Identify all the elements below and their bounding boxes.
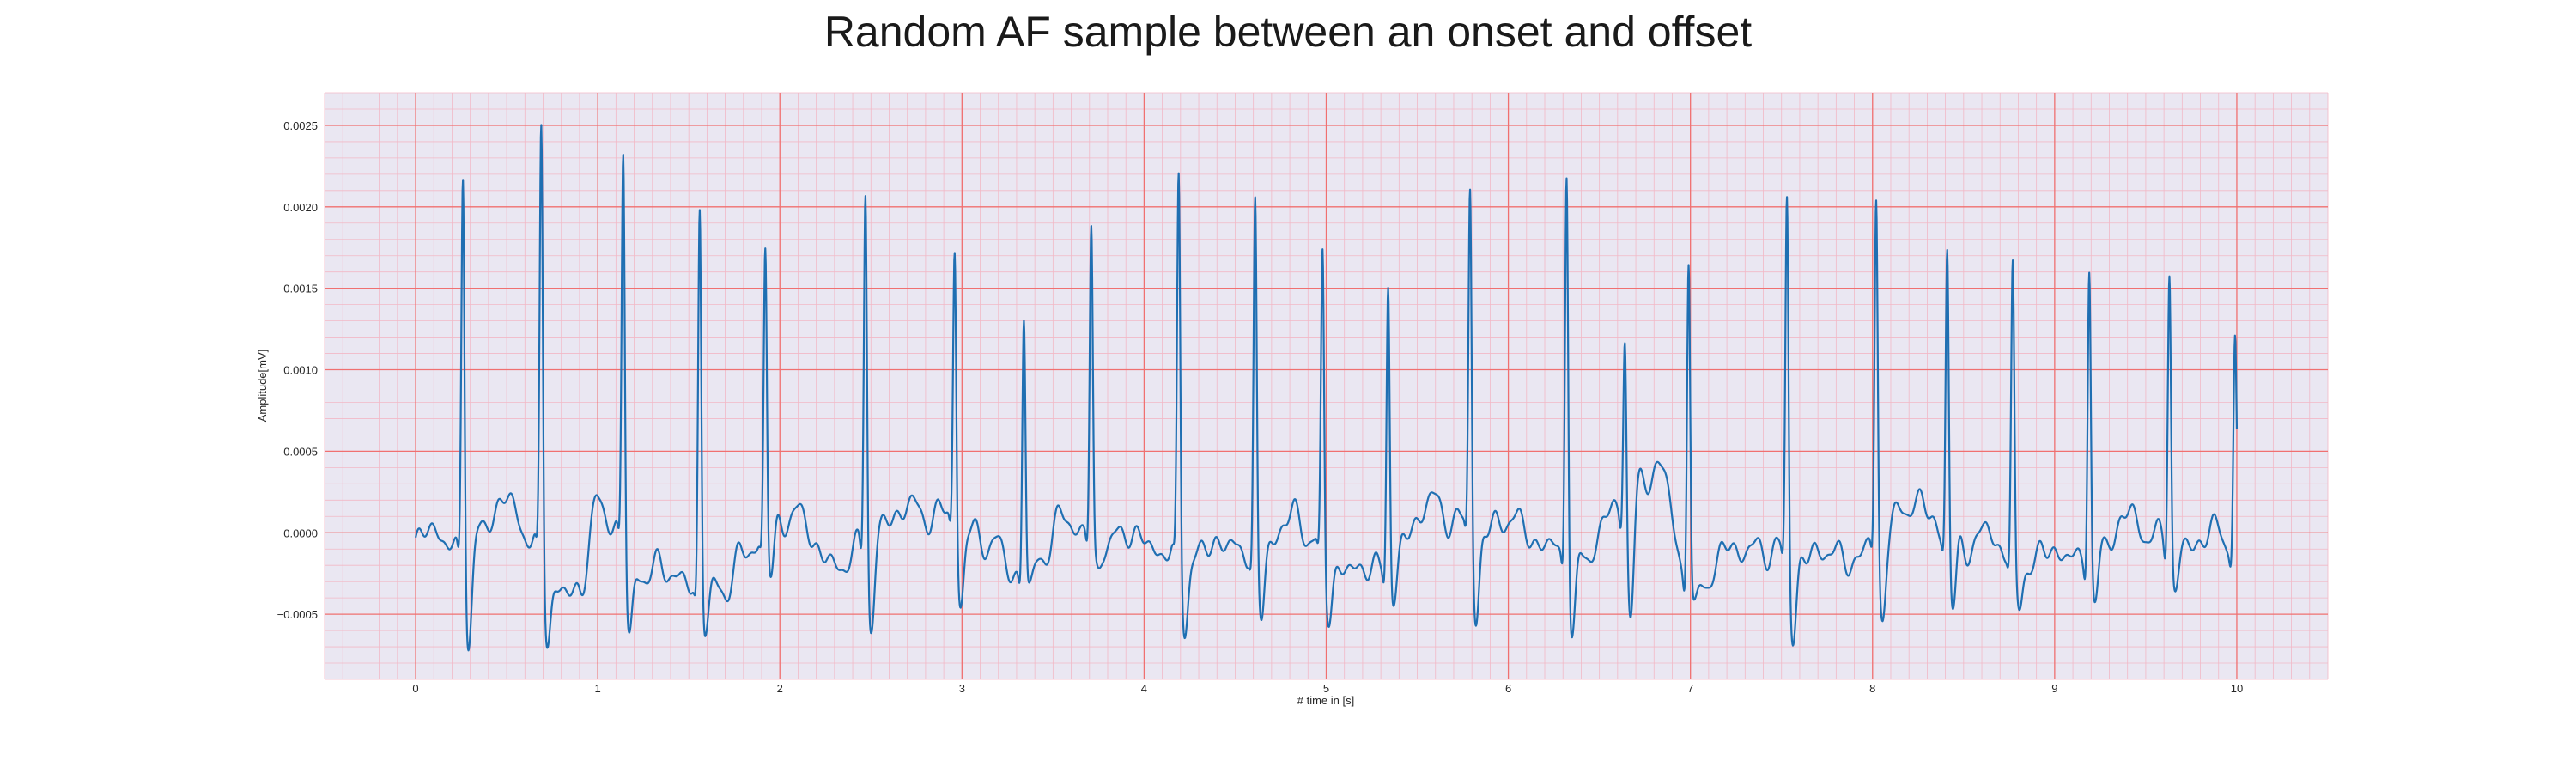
y-tick-label: 0.0005 [283,445,318,458]
chart-title: Random AF sample between an onset and of… [823,8,1753,56]
x-tick-label: 7 [1687,682,1693,695]
y-tick-label: 0.0015 [283,283,318,295]
y-axis-ticks: −0.0005 0.0000 0.0005 0.0010 0.0015 0.0020 0.0… [277,119,318,621]
x-axis-ticks: 0 1 2 3 4 5 6 7 8 9 10 [412,682,2243,695]
x-tick-label: 5 [1323,682,1329,695]
x-tick-label: 0 [412,682,418,695]
y-tick-label: 0.0000 [283,526,318,539]
y-tick-label: 0.0020 [283,201,318,214]
x-tick-label: 4 [1141,682,1147,695]
x-axis-label: # time in [s] [1297,694,1354,707]
x-tick-label: 6 [1505,682,1511,695]
x-tick-label: 9 [2051,682,2057,695]
ecg-series-line [414,124,2239,652]
y-tick-label: 0.0010 [283,364,318,377]
x-tick-label: 3 [959,682,965,695]
x-tick-label: 1 [595,682,601,695]
y-axis-label: Amplitude[mV] [256,350,269,423]
x-tick-label: 8 [1869,682,1875,695]
x-tick-label: 10 [2231,682,2243,695]
y-tick-label: −0.0005 [277,608,318,621]
y-tick-label: 0.0025 [283,119,318,132]
x-tick-label: 2 [777,682,783,695]
